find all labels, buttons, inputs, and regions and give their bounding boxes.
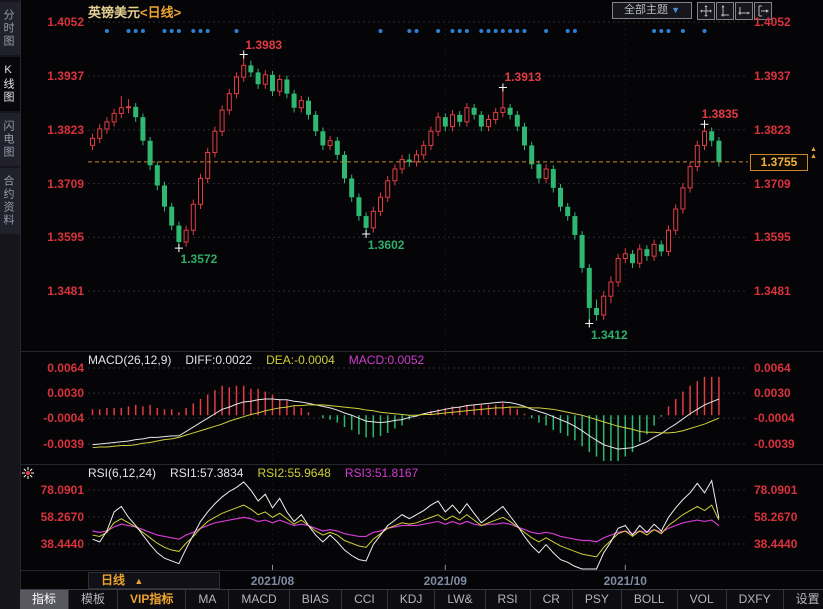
rsi-header-value: RSI2:55.9648 <box>257 466 331 480</box>
indicator-settings-icon[interactable] <box>21 466 35 480</box>
macd-header-value: DIFF:0.0022 <box>185 353 253 367</box>
macd-header-value: MACD:0.0052 <box>348 353 425 367</box>
x-axis-label: 2021/09 <box>423 574 467 588</box>
themes-dropdown-label: 全部主题 <box>624 4 668 16</box>
page-title: 英镑美元<日线> <box>88 2 181 21</box>
price-axis-label: 1.4052 <box>47 15 84 29</box>
toolbar-item-8[interactable]: LW& <box>435 590 486 609</box>
price-axis-label: 1.3937 <box>47 69 84 84</box>
toolbar-item-15[interactable]: 设置 <box>784 590 823 609</box>
rsi-axis-label: 58.2670 <box>754 510 798 524</box>
toolbar-item-2[interactable]: VIP指标 <box>118 590 187 609</box>
pane-divider <box>20 464 823 465</box>
sidebar-item-1[interactable]: K线图 <box>0 57 20 111</box>
macd-axis-label: 0.0064 <box>47 361 84 375</box>
pan-button[interactable] <box>697 2 715 20</box>
period-name: <日线> <box>140 5 182 20</box>
scale-x-axis-icon <box>738 7 750 15</box>
chart-type-sidebar: 分时图 K线图 闪电图 合约资料 <box>0 0 21 609</box>
price-axis-label: 1.3481 <box>47 284 84 298</box>
rsi-axis-label: 38.4440 <box>40 537 84 551</box>
toolbar-item-12[interactable]: BOLL <box>622 590 678 609</box>
rsi-axis-label: 78.0901 <box>40 483 84 497</box>
macd-axis-label: -0.0004 <box>754 411 795 426</box>
high-price-annotation: 1.3835 <box>701 107 739 122</box>
rsi-header-value: RSI(6,12,24) <box>88 466 157 480</box>
indicator-toolbar: 指标 模板 VIP指标 MA MACD BIAS CCI KDJ LW& RSI CR PSY BOLL… <box>20 589 823 609</box>
high-price-annotation: 1.3983 <box>245 37 283 52</box>
scale-y-axis-button[interactable] <box>716 2 734 20</box>
x-axis-label: 2021/10 <box>603 574 647 588</box>
price-axis-label: 1.3595 <box>47 230 84 245</box>
low-price-annotation: 1.3412 <box>590 327 628 342</box>
macd-axis-label: -0.0004 <box>43 411 84 426</box>
themes-dropdown[interactable]: 全部主题 ▼ <box>612 2 692 19</box>
price-up-arrows-icon: ▲ ▲ <box>810 146 817 160</box>
shift-right-icon <box>758 5 769 17</box>
rsi-header-value: RSI3:51.8167 <box>344 466 419 480</box>
chevron-down-icon: ▼ <box>671 5 680 15</box>
sidebar-item-2[interactable]: 闪电图 <box>0 113 20 166</box>
current-price-badge: 1.3755 <box>750 153 808 171</box>
macd-header: MACD(26,12,9) DIFF:0.0022 DEA:-0.0004 MACD:… <box>88 353 438 367</box>
toolbar-item-14[interactable]: DXFY <box>727 590 784 609</box>
macd-axis-label: -0.0039 <box>754 437 795 451</box>
rsi-axis-label: 78.0901 <box>754 483 798 497</box>
toolbar-item-7[interactable]: KDJ <box>388 590 436 609</box>
rsi-header-value: RSI1:57.3834 <box>170 466 244 480</box>
price-axis-label: 1.3709 <box>47 176 84 191</box>
rsi-axis-label: 38.4440 <box>754 537 798 551</box>
toolbar-item-3[interactable]: MA <box>186 590 230 609</box>
toolbar-item-5[interactable]: BIAS <box>290 590 343 609</box>
macd-axis-label: 0.0030 <box>754 386 791 401</box>
price-axis-label: 1.4052 <box>754 15 791 29</box>
macd-header-value: MACD(26,12,9) <box>88 353 172 367</box>
low-price-annotation: 1.3572 <box>180 252 218 267</box>
price-axis-label: 1.3709 <box>754 176 791 191</box>
low-price-annotation: 1.3602 <box>367 237 405 252</box>
price-axis-label: 1.3823 <box>754 122 791 137</box>
high-price-annotation: 1.3913 <box>504 70 542 85</box>
price-axis-label: 1.3595 <box>754 230 791 245</box>
price-axis-label: 1.3823 <box>47 122 84 137</box>
pane-divider <box>20 351 823 352</box>
macd-header-value: DEA:-0.0004 <box>266 353 335 367</box>
price-axis-label: 1.3481 <box>754 284 791 298</box>
pan-icon <box>700 5 712 17</box>
chevron-up-icon: ▲ <box>134 576 144 586</box>
rsi-header: RSI(6,12,24) RSI1:57.3834 RSI2:55.9648 RSI3… <box>88 466 432 480</box>
toolbar-item-10[interactable]: CR <box>531 590 573 609</box>
period-selector-label: 日线 <box>101 573 126 587</box>
macd-axis-label: 0.0030 <box>47 386 84 401</box>
price-axis-label: 1.3937 <box>754 69 791 84</box>
toolbar-item-13[interactable]: VOL <box>678 590 727 609</box>
macd-axis-label: 0.0064 <box>754 361 791 375</box>
scale-x-axis-button[interactable] <box>735 2 753 20</box>
symbol-name: 英镑美元 <box>88 5 141 20</box>
macd-axis-label: -0.0039 <box>43 437 84 451</box>
scale-y-axis-icon <box>721 5 729 17</box>
toolbar-item-0[interactable]: 指标 <box>20 590 70 609</box>
toolbar-item-6[interactable]: CCI <box>342 590 388 609</box>
pane-divider <box>20 570 823 571</box>
period-selector[interactable]: 日线 ▲ <box>88 572 220 589</box>
x-axis-label: 2021/08 <box>250 574 295 588</box>
sidebar-item-0[interactable]: 分时图 <box>0 2 20 55</box>
sidebar-item-3[interactable]: 合约资料 <box>0 168 20 234</box>
rsi-axis-label: 58.2670 <box>40 510 84 524</box>
toolbar-item-11[interactable]: PSY <box>573 590 622 609</box>
shift-right-button[interactable] <box>754 2 772 20</box>
toolbar-item-4[interactable]: MACD <box>229 590 290 609</box>
toolbar-item-9[interactable]: RSI <box>486 590 531 609</box>
toolbar-item-1[interactable]: 模板 <box>69 590 119 609</box>
